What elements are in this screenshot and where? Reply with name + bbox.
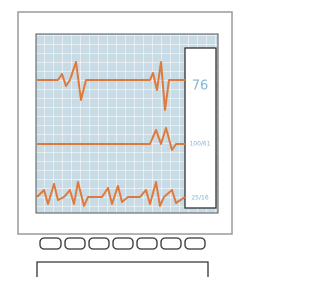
respiration: 25/16: [191, 195, 208, 202]
button[interactable]: [161, 238, 181, 249]
button[interactable]: [40, 238, 61, 249]
button[interactable]: [185, 238, 205, 249]
button[interactable]: [89, 238, 109, 249]
stand: [37, 262, 208, 277]
button[interactable]: [65, 238, 85, 249]
button[interactable]: [137, 238, 157, 249]
button[interactable]: [113, 238, 133, 249]
blood-pressure: 100/61: [189, 141, 210, 148]
monitor-illustration: 76 100/61 25/16: [0, 0, 242, 277]
button-row: [40, 238, 205, 249]
heart-rate: 76: [192, 79, 209, 94]
readings-panel: [185, 48, 216, 208]
